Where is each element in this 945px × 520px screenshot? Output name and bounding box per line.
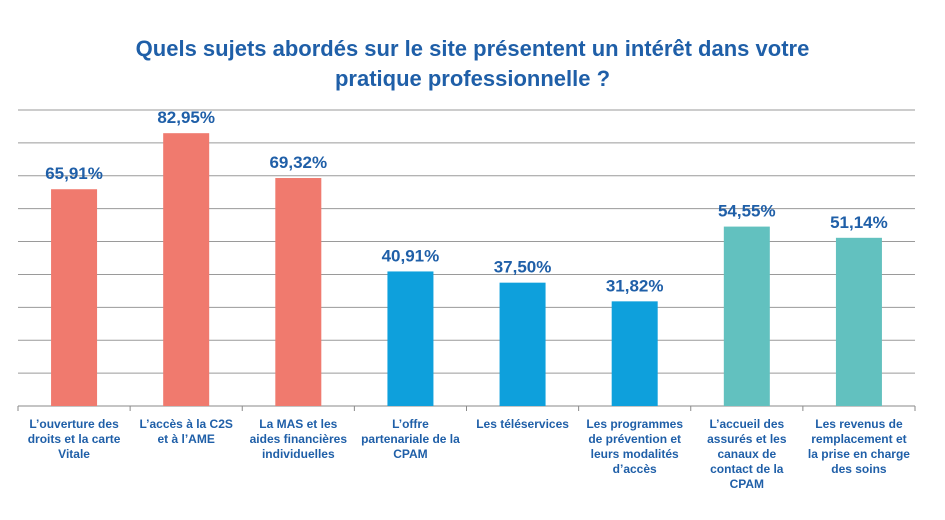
data-label: 82,95% (157, 108, 215, 127)
category-label: L’offre (392, 417, 429, 431)
bar (835, 237, 882, 406)
bar (275, 178, 322, 406)
chart-title-line-1: Quels sujets abordés sur le site présent… (135, 36, 810, 61)
category-label: Les revenus de (815, 417, 903, 431)
category-label: CPAM (730, 477, 764, 491)
data-label: 40,91% (382, 246, 440, 265)
category-label: leurs modalités (591, 447, 679, 461)
category-label: contact de la (710, 462, 784, 476)
category-label: individuelles (262, 447, 335, 461)
data-label: 65,91% (45, 164, 103, 183)
category-label: des soins (831, 462, 887, 476)
category-label: CPAM (393, 447, 427, 461)
chart-title: Quels sujets abordés sur le site présent… (0, 34, 945, 94)
data-label: 37,50% (494, 258, 552, 277)
bar (723, 226, 770, 406)
category-label: aides financières (250, 432, 348, 446)
bar (499, 282, 546, 406)
bar (51, 189, 98, 406)
category-label: Les programmes (586, 417, 683, 431)
data-label: 51,14% (830, 213, 888, 232)
bar (387, 271, 434, 406)
bar (611, 301, 658, 406)
category-label: remplacement et (811, 432, 906, 446)
data-label: 31,82% (606, 276, 664, 295)
category-label: Vitale (58, 447, 90, 461)
category-label: L’accueil des (709, 417, 784, 431)
bar (163, 133, 210, 407)
category-label: de prévention et (588, 432, 681, 446)
chart-title-line-2: pratique professionnelle ? (334, 66, 611, 91)
data-label: 54,55% (718, 202, 776, 221)
category-label: L’ouverture des (29, 417, 119, 431)
category-label: d’accès (613, 462, 657, 476)
category-label: et à l’AME (158, 432, 215, 446)
category-label: L’accès à la C2S (139, 417, 232, 431)
category-label: canaux de (717, 447, 776, 461)
category-label: assurés et les (707, 432, 787, 446)
category-label: La MAS et les (259, 417, 337, 431)
category-label: Les téléservices (476, 417, 569, 431)
category-label: partenariale de la (361, 432, 460, 446)
category-label: droits et la carte (28, 432, 121, 446)
data-label: 69,32% (269, 153, 327, 172)
category-label: la prise en charge (808, 447, 910, 461)
